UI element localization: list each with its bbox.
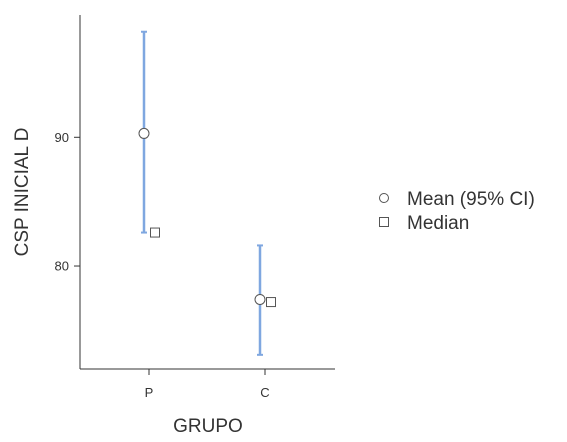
marks-group [138,30,276,356]
x-axis-title: GRUPO [173,416,243,437]
y-tick-label-80: 80 [55,259,69,274]
median-marker-C [266,297,276,308]
mean-marker-P [138,127,150,139]
legend-median-marker [379,217,389,227]
legend-mean-label: Mean (95% CI) [407,189,535,210]
legend: Mean (95% CI) Median [379,189,535,234]
mean-marker-C [254,293,266,305]
y-tick-label-90: 90 [55,130,69,145]
median-marker-P [150,227,160,238]
tick-group: 80 90 P C [55,130,270,400]
legend-mean-marker [379,193,389,203]
x-tick-label-P: P [145,385,154,400]
legend-median-label: Median [407,213,469,234]
x-tick-label-C: C [260,385,269,400]
y-axis-title: CSP INICIAL D [12,128,33,257]
